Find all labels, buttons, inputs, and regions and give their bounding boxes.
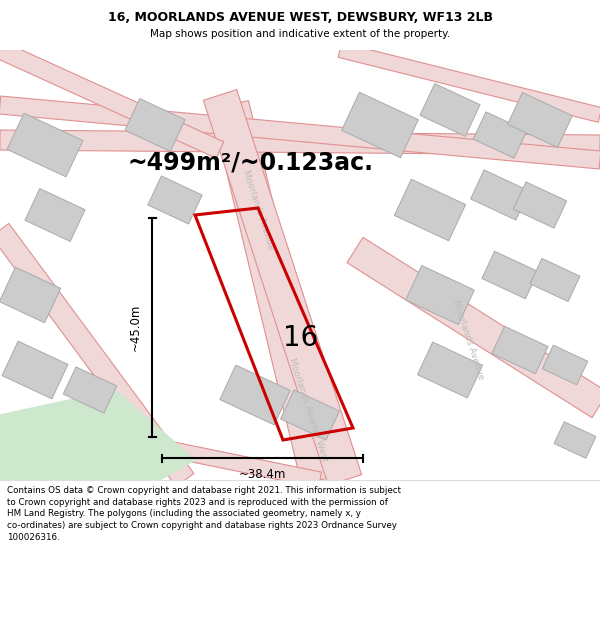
Polygon shape — [420, 84, 480, 136]
Polygon shape — [406, 266, 475, 324]
Polygon shape — [473, 112, 527, 158]
Polygon shape — [25, 189, 85, 241]
Polygon shape — [508, 92, 572, 148]
Polygon shape — [125, 99, 185, 151]
Polygon shape — [2, 341, 68, 399]
Polygon shape — [530, 258, 580, 302]
Text: Contains OS data © Crown copyright and database right 2021. This information is : Contains OS data © Crown copyright and d… — [7, 486, 401, 542]
Polygon shape — [63, 367, 117, 413]
Polygon shape — [148, 176, 202, 224]
Polygon shape — [0, 42, 224, 158]
Polygon shape — [281, 390, 340, 440]
Polygon shape — [220, 365, 290, 425]
Polygon shape — [7, 113, 83, 177]
Polygon shape — [513, 182, 567, 228]
Polygon shape — [492, 326, 548, 374]
Polygon shape — [98, 427, 322, 488]
Polygon shape — [0, 390, 195, 480]
Text: Moorlands Avenue West: Moorlands Avenue West — [287, 357, 329, 463]
Polygon shape — [0, 224, 194, 486]
Text: ~499m²/~0.123ac.: ~499m²/~0.123ac. — [128, 150, 374, 174]
Polygon shape — [482, 251, 538, 299]
Polygon shape — [347, 238, 600, 418]
Polygon shape — [0, 96, 600, 169]
Text: Moorlands Avenue: Moorlands Avenue — [451, 299, 485, 381]
Polygon shape — [212, 101, 338, 484]
Text: Map shows position and indicative extent of the property.: Map shows position and indicative extent… — [150, 29, 450, 39]
Text: 16, MOORLANDS AVENUE WEST, DEWSBURY, WF13 2LB: 16, MOORLANDS AVENUE WEST, DEWSBURY, WF1… — [107, 11, 493, 24]
Polygon shape — [341, 92, 418, 158]
Polygon shape — [542, 345, 588, 385]
Polygon shape — [394, 179, 466, 241]
Polygon shape — [470, 170, 529, 220]
Polygon shape — [338, 42, 600, 122]
Polygon shape — [418, 342, 482, 398]
Text: ~38.4m: ~38.4m — [239, 468, 286, 481]
Text: 16: 16 — [283, 324, 318, 352]
Text: ~45.0m: ~45.0m — [129, 304, 142, 351]
Polygon shape — [0, 130, 600, 155]
Text: Moorlands Avenue: Moorlands Avenue — [241, 169, 275, 251]
Polygon shape — [0, 268, 61, 322]
Polygon shape — [203, 89, 362, 486]
Polygon shape — [554, 422, 596, 458]
